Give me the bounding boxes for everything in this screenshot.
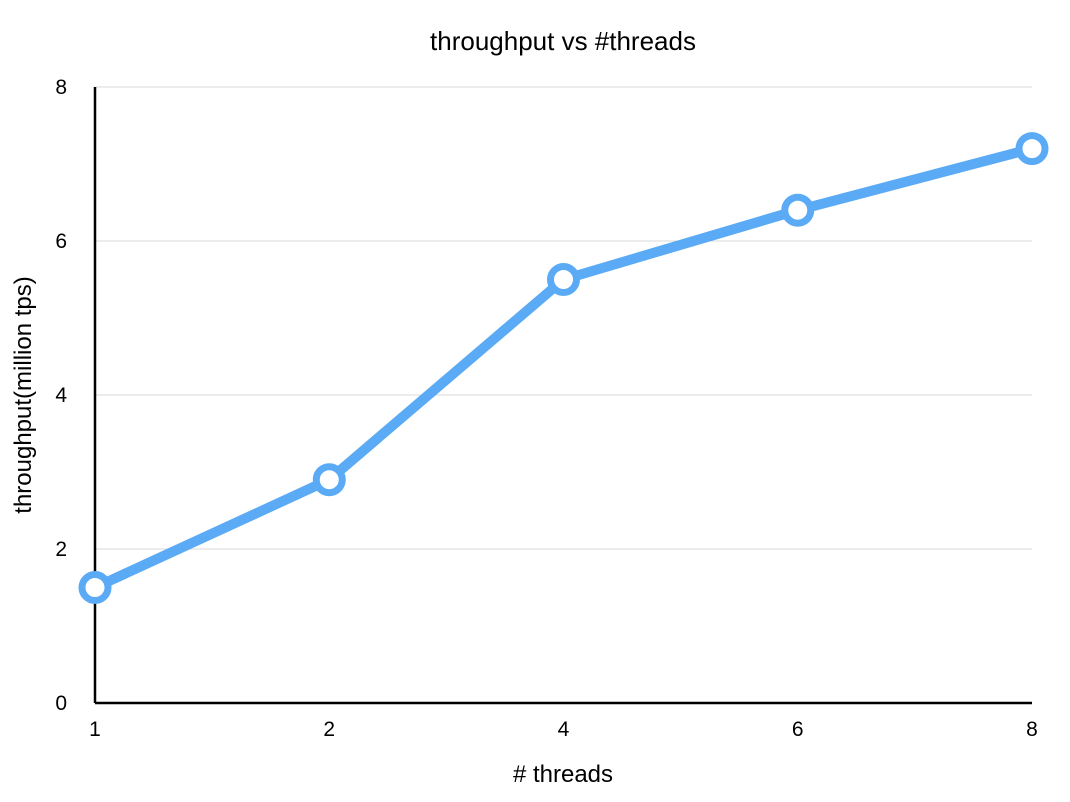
y-tick-label-2: 2 [55, 538, 67, 561]
chart-title: throughput vs #threads [430, 26, 696, 56]
series-group [78, 132, 1049, 604]
y-tick-label-6: 6 [55, 230, 67, 253]
x-tick-label-8: 8 [1026, 718, 1038, 741]
y-axis-title: throughput(million tps) [10, 276, 37, 513]
y-tick-labels: 0 2 4 6 8 [55, 76, 67, 715]
x-tick-label-6: 6 [792, 718, 804, 741]
data-point-1 [78, 571, 112, 604]
y-tick-label-0: 0 [55, 692, 67, 715]
series-line-0 [90, 143, 1037, 593]
y-tick-label-8: 8 [55, 76, 67, 99]
data-point-6 [781, 193, 815, 227]
x-tick-label-1: 1 [89, 718, 101, 741]
data-point-4 [547, 263, 580, 296]
x-axis-title: # threads [513, 761, 613, 788]
gridlines [95, 86, 1032, 550]
x-tick-label-4: 4 [558, 718, 570, 741]
data-point-8 [1015, 132, 1049, 166]
x-tick-labels: 1 2 4 6 8 [89, 718, 1038, 741]
x-tick-label-2: 2 [323, 718, 335, 741]
y-tick-label-4: 4 [55, 384, 67, 407]
data-point-2 [312, 463, 346, 497]
